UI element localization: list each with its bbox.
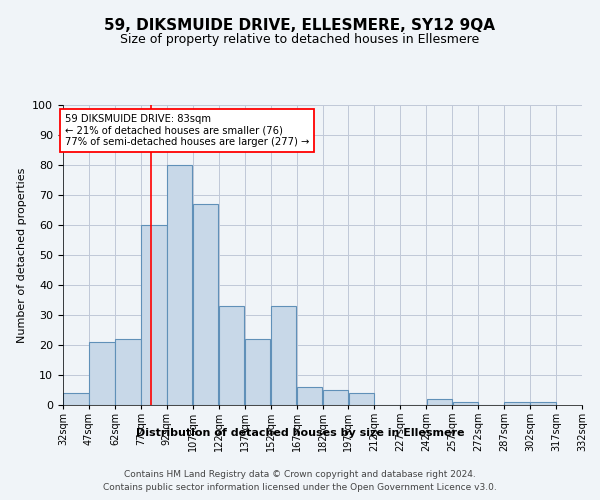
Bar <box>63 393 89 405</box>
Bar <box>89 342 115 405</box>
Text: Contains public sector information licensed under the Open Government Licence v3: Contains public sector information licen… <box>103 484 497 492</box>
Text: Contains HM Land Registry data © Crown copyright and database right 2024.: Contains HM Land Registry data © Crown c… <box>124 470 476 479</box>
Text: Distribution of detached houses by size in Ellesmere: Distribution of detached houses by size … <box>136 428 464 438</box>
Bar <box>349 393 374 405</box>
Bar <box>115 339 140 405</box>
Bar <box>505 402 530 405</box>
Text: 59, DIKSMUIDE DRIVE, ELLESMERE, SY12 9QA: 59, DIKSMUIDE DRIVE, ELLESMERE, SY12 9QA <box>104 18 496 32</box>
Bar <box>271 306 296 405</box>
Bar <box>323 390 348 405</box>
Text: Size of property relative to detached houses in Ellesmere: Size of property relative to detached ho… <box>121 32 479 46</box>
Bar <box>167 165 193 405</box>
Text: 59 DIKSMUIDE DRIVE: 83sqm
← 21% of detached houses are smaller (76)
77% of semi-: 59 DIKSMUIDE DRIVE: 83sqm ← 21% of detac… <box>65 114 309 147</box>
Bar <box>219 306 244 405</box>
Bar <box>530 402 556 405</box>
Bar <box>452 402 478 405</box>
Bar <box>427 399 452 405</box>
Bar <box>297 387 322 405</box>
Bar <box>141 225 167 405</box>
Bar <box>245 339 271 405</box>
Bar <box>193 204 218 405</box>
Y-axis label: Number of detached properties: Number of detached properties <box>17 168 27 342</box>
